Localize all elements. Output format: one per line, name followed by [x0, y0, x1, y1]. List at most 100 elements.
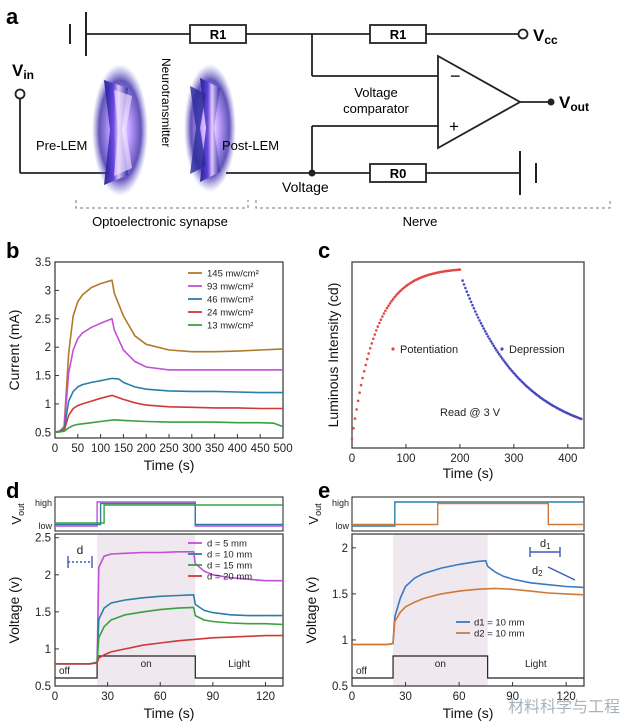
series-line-2 [54, 317, 283, 434]
vin-terminal [14, 88, 26, 100]
data-point [472, 307, 476, 310]
data-point [356, 399, 360, 403]
data-point [379, 318, 383, 322]
data-point [488, 337, 491, 341]
voltage-node [308, 169, 316, 177]
panel-label-e: e [318, 478, 330, 503]
nerve-label: Nerve [403, 214, 438, 229]
chart-e: off on Light 0 30 60 90 120 0.5 1 1.5 2 Time (s) Volt… [303, 496, 585, 721]
y-tick-label: 3.5 [35, 257, 51, 269]
optoelectronic-synapse-label: Optoelectronic synapse [92, 214, 228, 229]
x-axis-label: Time (s) [443, 465, 494, 481]
r0-label: R0 [390, 166, 407, 181]
data-point [385, 306, 389, 310]
data-point [471, 303, 474, 307]
series-line-3 [55, 606, 284, 665]
x-tick-label: 90 [506, 691, 519, 703]
vout-axis-sub: out [16, 503, 26, 516]
comparator-plus: + [449, 117, 459, 136]
annotation: Read @ 3 V [440, 407, 501, 419]
data-point [505, 362, 508, 366]
x-tick-label: 150 [114, 443, 133, 455]
x-tick-label: 300 [182, 443, 201, 455]
vout-frame [351, 496, 585, 532]
data-point [489, 339, 493, 343]
d2-line [547, 566, 576, 581]
data-point [365, 357, 369, 361]
data-point [499, 355, 503, 358]
data-point [372, 337, 375, 341]
x-tick-label: 120 [256, 691, 275, 703]
d2-label: d2 [532, 565, 543, 578]
y-tick-label: 2 [45, 570, 51, 582]
data-point [481, 324, 484, 328]
data-point [388, 302, 392, 305]
y-tick-label: 1.5 [35, 607, 51, 619]
voltage-comparator-label-2: comparator [343, 101, 409, 116]
panel-label-b: b [6, 238, 19, 263]
x-tick-label: 400 [558, 453, 577, 465]
x-tick-label: 60 [453, 691, 466, 703]
vout-trace-3 [55, 504, 283, 524]
data-point [478, 319, 481, 322]
plot-frame [351, 533, 585, 687]
nerve-bracket [255, 200, 611, 209]
vout-trace-1 [55, 501, 283, 527]
y-tick-label: 1 [342, 635, 348, 647]
vin-label: Vin [12, 61, 34, 82]
vout-axis-label: Vout [9, 503, 26, 525]
series-line-4 [54, 394, 283, 434]
legend-marker [500, 347, 504, 351]
light-on-region [393, 534, 488, 686]
chart-b: 0 50 100 150 200 250 300 350 400 450 500 0.5 1 1.5 2 2.… [6, 257, 293, 473]
data-point [506, 364, 510, 368]
voltage-comparator-label-1: Voltage [354, 85, 397, 100]
data-point [476, 316, 480, 319]
y-tick-label: 2 [45, 342, 51, 354]
y-tick-label: 0.5 [332, 681, 348, 693]
chart-d: off on Light 0 30 60 90 120 0.5 1 1.5 2 2.5 Time (s) V… [6, 496, 284, 721]
legend-entry: 13 mw/cm² [207, 321, 253, 332]
data-point [465, 290, 469, 293]
light-off-label: off [59, 666, 70, 677]
vout-terminal [547, 98, 555, 106]
data-point [350, 437, 354, 441]
panel-label-d: d [6, 478, 19, 503]
light-state-trace [55, 655, 283, 679]
vout-low-label: low [335, 521, 349, 531]
voltage-comparator-symbol [437, 54, 522, 150]
legend-entry: d1 = 10 mm [474, 618, 525, 629]
plot-frame [351, 261, 585, 449]
x-tick-label: 120 [557, 691, 576, 703]
data-point [358, 391, 361, 395]
data-point [492, 344, 496, 348]
x-tick-label: 400 [228, 443, 247, 455]
x-tick-label: 100 [396, 453, 415, 465]
vout-axis-label: Vout [306, 503, 323, 525]
y-tick-label: 1.5 [332, 589, 348, 601]
vout-high-label: high [35, 498, 52, 508]
distance-label: d [77, 543, 84, 557]
comparator-minus: − [450, 66, 461, 86]
data-point [362, 370, 366, 373]
data-point [387, 304, 390, 308]
data-point [486, 335, 490, 338]
x-tick-label: 300 [504, 453, 523, 465]
y-axis-label: Voltage (v) [303, 577, 319, 644]
data-point [502, 359, 505, 362]
data-point [382, 312, 386, 315]
legend-marker [391, 347, 395, 351]
pre-lem-label: Pre-LEM [36, 138, 87, 153]
data-point [367, 352, 371, 355]
d1-sub: 1 [546, 542, 551, 551]
legend-entry: d = 5 mm [207, 539, 247, 550]
data-point [503, 361, 507, 364]
data-point [393, 295, 396, 299]
data-point [474, 310, 477, 313]
data-point [485, 332, 488, 336]
data-point [500, 357, 504, 360]
data-point [491, 342, 494, 345]
circuit-diagram: a R1 R1 Vcc − + Voltage comparator Vout … [6, 4, 611, 229]
x-tick-label: 50 [71, 443, 84, 455]
